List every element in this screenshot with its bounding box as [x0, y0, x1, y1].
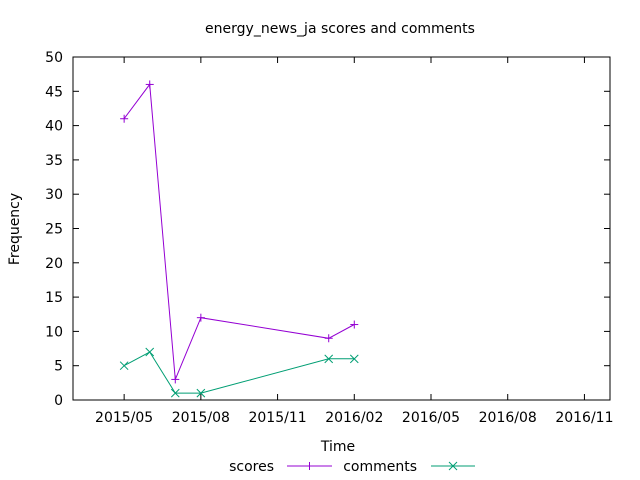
y-tick-label: 5	[54, 359, 63, 375]
y-tick-label: 0	[54, 393, 63, 409]
x-axis-label: Time	[320, 439, 355, 455]
legend: scores comments	[229, 459, 475, 475]
y-tick-label: 50	[45, 50, 63, 66]
data-point-scores	[120, 114, 129, 123]
legend-marker	[448, 461, 458, 471]
x-tick-label: 2015/05	[95, 410, 153, 426]
x-tick-label: 2016/05	[402, 410, 460, 426]
series-comments	[119, 347, 359, 398]
data-point-scores	[324, 334, 333, 343]
y-tick-label: 10	[45, 324, 63, 340]
y-axis: 0 5 10 15 20 25 30 35 40 45 50	[45, 50, 610, 409]
y-axis-label: Frequency	[7, 193, 23, 265]
x-axis: 2015/05 2015/08 2015/11 2016/02 2016/05 2016/…	[95, 57, 614, 426]
data-point-scores	[350, 320, 359, 329]
y-tick-label: 35	[45, 153, 63, 169]
data-point-comments	[170, 388, 180, 398]
data-point-comments	[145, 347, 155, 357]
legend-label: scores	[229, 459, 274, 475]
legend-marker	[305, 462, 314, 470]
y-tick-label: 15	[45, 290, 63, 306]
y-tick-label: 25	[45, 222, 63, 238]
y-tick-label: 45	[45, 84, 63, 100]
data-point-scores	[171, 375, 180, 384]
y-tick-label: 30	[45, 187, 63, 203]
data-point-comments	[119, 361, 129, 371]
data-point-comments	[349, 354, 359, 364]
legend-item-comments: comments	[343, 459, 475, 475]
legend-item-scores: scores	[229, 459, 332, 475]
x-tick-label: 2015/11	[248, 410, 306, 426]
legend-label: comments	[343, 459, 417, 475]
data-point-scores	[145, 80, 154, 89]
x-tick-label: 2015/08	[172, 410, 230, 426]
series-line-comments	[123, 351, 355, 394]
x-tick-label: 2016/11	[555, 410, 613, 426]
x-tick-label: 2016/08	[479, 410, 537, 426]
data-point-scores	[196, 313, 205, 322]
series-scores	[120, 80, 359, 384]
y-tick-label: 20	[45, 256, 63, 272]
series-layer	[119, 80, 359, 398]
chart-title: energy_news_ja scores and comments	[205, 21, 475, 37]
data-point-comments	[196, 388, 206, 398]
data-point-comments	[324, 354, 334, 364]
y-tick-label: 40	[45, 119, 63, 135]
x-tick-label: 2016/02	[325, 410, 383, 426]
series-line-scores	[123, 83, 355, 380]
